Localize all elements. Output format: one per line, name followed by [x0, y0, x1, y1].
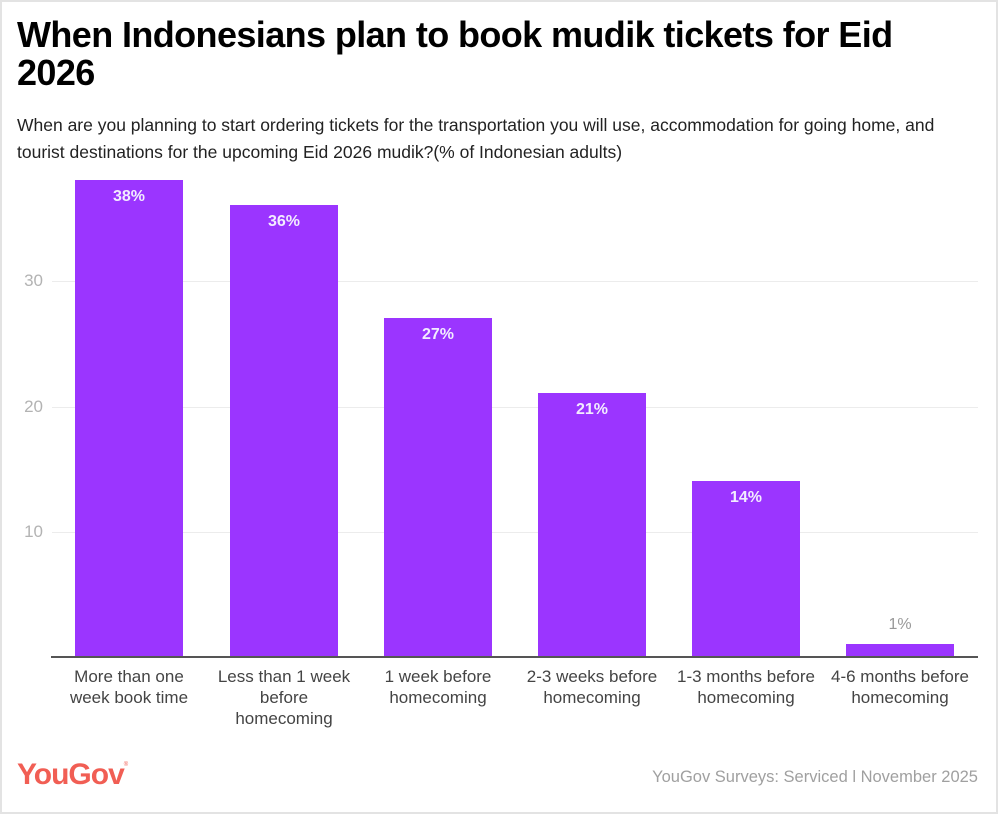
chart-title: When Indonesians plan to book mudik tick… — [17, 14, 893, 93]
bar — [230, 205, 338, 657]
registered-mark-icon: ® — [123, 762, 129, 768]
gridline-30 — [52, 281, 978, 282]
x-axis-category-label: 2-3 weeks before homecoming — [526, 667, 658, 707]
bar-value-label: 14% — [729, 489, 763, 507]
x-axis-category-label: 4-6 months before homecoming — [831, 667, 969, 707]
y-tick-30: 30 — [24, 271, 43, 290]
bar — [75, 180, 183, 657]
bar — [538, 393, 646, 657]
y-tick-20: 20 — [24, 397, 43, 416]
chart-subtitle: When are you planning to start ordering … — [17, 115, 935, 162]
yougov-logo: YouGov® — [17, 758, 129, 792]
bar-value-label: 27% — [421, 326, 455, 344]
gridline-10 — [52, 532, 978, 533]
x-axis-category-label: Less than 1 week before homecoming — [217, 667, 351, 728]
x-axis-category-label: 1-3 months before homecoming — [677, 667, 815, 707]
bar — [384, 318, 492, 657]
bar — [692, 481, 800, 657]
bar — [846, 644, 954, 657]
bar-value-label: 1% — [888, 616, 912, 634]
x-axis-category-label: 1 week before homecoming — [384, 667, 492, 707]
bar-value-label: 38% — [112, 188, 146, 206]
x-axis-line — [51, 656, 978, 658]
x-axis-category-label: More than one week book time — [69, 667, 189, 707]
bar-value-label: 36% — [267, 213, 301, 231]
source-note: YouGov Surveys: Serviced l November 2025 — [652, 768, 978, 786]
logo-text: YouGov — [17, 758, 125, 791]
gridline-20 — [52, 407, 978, 408]
y-tick-10: 10 — [24, 522, 43, 541]
bar-value-label: 21% — [575, 401, 609, 419]
